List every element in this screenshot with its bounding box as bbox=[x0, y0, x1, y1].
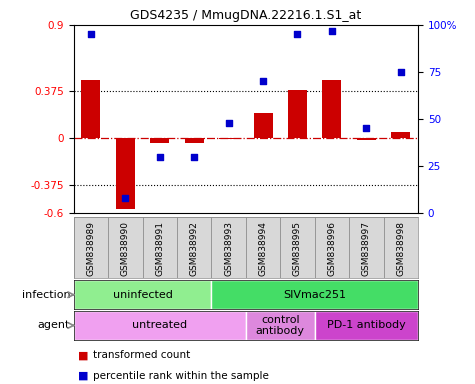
Bar bbox=[74, 280, 211, 309]
Bar bbox=[246, 217, 280, 278]
Bar bbox=[254, 113, 273, 138]
Title: GDS4235 / MmugDNA.22216.1.S1_at: GDS4235 / MmugDNA.22216.1.S1_at bbox=[130, 9, 361, 22]
Text: percentile rank within the sample: percentile rank within the sample bbox=[93, 371, 268, 381]
Text: transformed count: transformed count bbox=[93, 350, 190, 360]
Text: GSM838993: GSM838993 bbox=[224, 221, 233, 276]
Bar bbox=[211, 217, 246, 278]
Text: GSM838992: GSM838992 bbox=[190, 221, 199, 276]
Text: ■: ■ bbox=[78, 371, 89, 381]
Point bbox=[259, 78, 267, 84]
Bar bbox=[142, 217, 177, 278]
Bar bbox=[219, 138, 238, 139]
Bar bbox=[280, 217, 314, 278]
Text: GSM838997: GSM838997 bbox=[362, 221, 371, 276]
Bar bbox=[74, 217, 108, 278]
Text: ■: ■ bbox=[78, 350, 89, 360]
Text: GSM838998: GSM838998 bbox=[396, 221, 405, 276]
Bar bbox=[211, 280, 418, 309]
Text: SIVmac251: SIVmac251 bbox=[283, 290, 346, 300]
Text: GSM838991: GSM838991 bbox=[155, 221, 164, 276]
Point bbox=[122, 195, 129, 201]
Bar bbox=[314, 217, 349, 278]
Bar bbox=[349, 217, 384, 278]
Point bbox=[397, 69, 405, 75]
Bar bbox=[384, 217, 418, 278]
Bar bbox=[177, 217, 211, 278]
Point bbox=[328, 28, 336, 34]
Bar bbox=[116, 138, 135, 209]
Text: uninfected: uninfected bbox=[113, 290, 172, 300]
Text: agent: agent bbox=[38, 320, 70, 331]
Bar bbox=[288, 90, 307, 138]
Bar bbox=[391, 132, 410, 138]
Text: GSM838995: GSM838995 bbox=[293, 221, 302, 276]
Text: GSM838989: GSM838989 bbox=[86, 221, 95, 276]
Text: control
antibody: control antibody bbox=[256, 314, 305, 336]
Text: GSM838994: GSM838994 bbox=[258, 221, 267, 276]
Bar bbox=[108, 217, 142, 278]
Point bbox=[294, 31, 301, 37]
Text: infection: infection bbox=[21, 290, 70, 300]
Bar bbox=[357, 138, 376, 141]
Text: PD-1 antibody: PD-1 antibody bbox=[327, 320, 406, 331]
Text: GSM838990: GSM838990 bbox=[121, 221, 130, 276]
Point bbox=[225, 120, 232, 126]
Bar bbox=[81, 80, 100, 138]
Bar bbox=[150, 138, 169, 143]
Point bbox=[190, 154, 198, 160]
Bar bbox=[323, 80, 342, 138]
Bar bbox=[185, 138, 204, 143]
Bar bbox=[314, 311, 418, 340]
Point bbox=[362, 125, 370, 131]
Text: GSM838996: GSM838996 bbox=[327, 221, 336, 276]
Bar bbox=[74, 311, 246, 340]
Point bbox=[156, 154, 163, 160]
Point bbox=[87, 31, 95, 37]
Text: untreated: untreated bbox=[132, 320, 187, 331]
Bar bbox=[246, 311, 314, 340]
